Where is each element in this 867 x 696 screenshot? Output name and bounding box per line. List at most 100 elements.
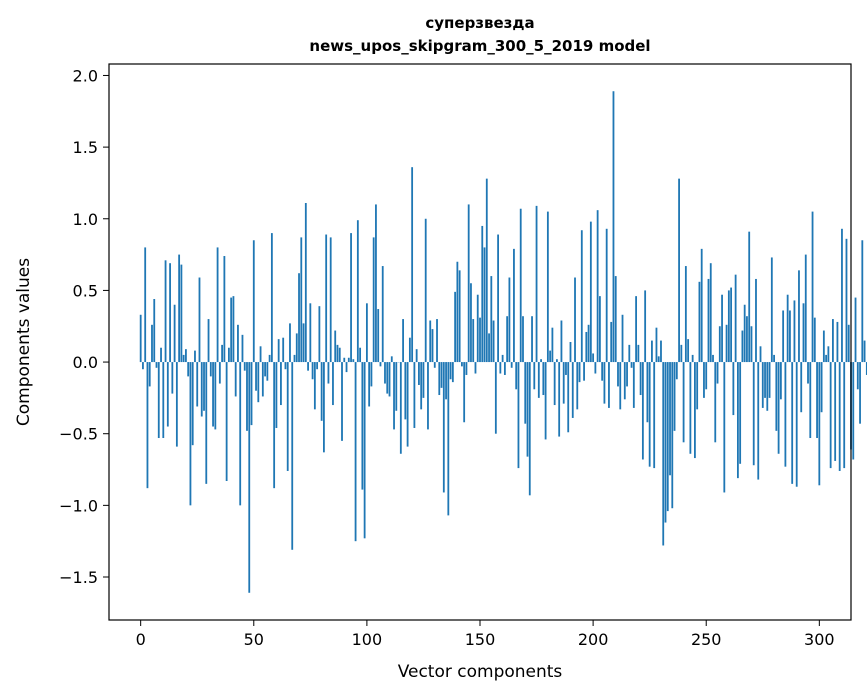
bar [818, 362, 821, 486]
bar [569, 342, 572, 363]
bar [822, 330, 825, 363]
bar [560, 320, 563, 363]
bar [454, 291, 457, 363]
bar [775, 362, 778, 431]
bar [768, 362, 771, 398]
bar [827, 346, 830, 363]
bar [332, 362, 334, 406]
bar [402, 319, 404, 363]
bar [365, 303, 368, 363]
bar [189, 362, 192, 506]
bar [859, 362, 861, 424]
y-tick-label: 1.5 [73, 138, 98, 157]
bar [352, 359, 355, 363]
bar [467, 204, 470, 363]
bar [671, 362, 674, 509]
bar [234, 362, 237, 397]
bar [544, 362, 547, 440]
bar [660, 340, 662, 363]
bar [173, 304, 176, 363]
bar [757, 362, 760, 480]
bar [375, 204, 377, 363]
bar [280, 362, 282, 406]
bar [377, 309, 380, 363]
bar [295, 333, 298, 363]
bar [255, 362, 257, 391]
bar [675, 362, 678, 380]
bar [700, 248, 703, 363]
bar [865, 362, 867, 375]
bar [465, 362, 468, 375]
bar [800, 362, 803, 413]
bar [838, 362, 841, 471]
x-tick-label: 100 [352, 630, 383, 649]
bar [664, 362, 667, 523]
bar [804, 254, 807, 363]
bar [164, 260, 167, 363]
bar [442, 362, 445, 493]
bar [725, 324, 728, 363]
bar [644, 290, 647, 363]
bar [264, 362, 266, 377]
bar [289, 323, 291, 363]
bar [639, 362, 642, 396]
bar [852, 362, 855, 460]
bar [718, 326, 721, 363]
bar [854, 297, 857, 363]
bar [497, 234, 499, 363]
bar [587, 324, 590, 363]
bar [139, 314, 142, 363]
bar [329, 237, 332, 363]
bar [841, 228, 843, 363]
bar [630, 362, 633, 368]
bar [829, 362, 832, 469]
bar [517, 362, 520, 469]
bar [361, 362, 364, 490]
bar [779, 362, 782, 400]
bar [845, 238, 848, 363]
bar [470, 283, 472, 363]
bar [605, 228, 608, 363]
bar [576, 362, 579, 410]
bar [734, 274, 737, 363]
x-tick-label: 150 [465, 630, 496, 649]
bar [474, 362, 477, 374]
bar [227, 347, 230, 363]
bar [716, 362, 719, 384]
bar [746, 316, 748, 363]
bar [580, 230, 583, 363]
bar [712, 354, 714, 363]
bar [151, 324, 153, 363]
bar [381, 266, 384, 363]
bar [185, 349, 187, 363]
x-tick-label: 250 [691, 630, 722, 649]
bar [196, 362, 199, 407]
bar [483, 247, 486, 363]
bar [239, 362, 242, 506]
y-tick-label: 0.5 [73, 281, 98, 300]
bar [320, 362, 323, 421]
bar [207, 319, 210, 363]
bar [727, 290, 730, 363]
bar [187, 362, 190, 377]
bar [863, 340, 866, 363]
bar [142, 362, 144, 370]
bar [761, 362, 764, 408]
bar [682, 362, 685, 443]
bar [825, 354, 828, 363]
bar [571, 362, 574, 418]
bar [420, 362, 423, 410]
bar [533, 362, 536, 390]
bar [499, 362, 502, 374]
bar [705, 362, 708, 390]
bar [501, 354, 504, 363]
bar [813, 317, 816, 363]
bar [610, 321, 613, 363]
bar [592, 353, 595, 363]
bar [212, 362, 214, 427]
bar [246, 362, 248, 431]
bar [221, 344, 224, 363]
bar [655, 327, 658, 363]
bar [816, 362, 818, 439]
y-tick-label: −0.5 [59, 425, 98, 444]
